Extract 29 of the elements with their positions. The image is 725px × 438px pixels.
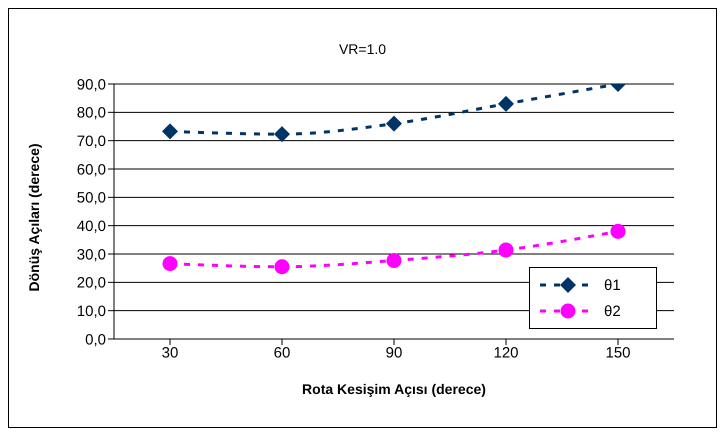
x-tick-label: 60 (274, 344, 290, 362)
y-tick-label: 10,0 (76, 302, 106, 320)
y-tick-label: 80,0 (76, 104, 106, 122)
point (610, 224, 626, 239)
y-axis-title: Dönüş Açıları (derece) (26, 143, 42, 292)
x-axis-title: Rota Kesişim Açısı (derece) (302, 381, 486, 397)
chart-title: VR=1.0 (338, 41, 388, 57)
y-tick-label: 0,0 (85, 331, 106, 348)
x-tick-label: 150 (605, 344, 631, 362)
point (274, 259, 290, 274)
y-tick-label: 50,0 (76, 190, 106, 207)
point (274, 126, 290, 142)
point (498, 242, 514, 258)
y-tick-label: 30,0 (76, 246, 106, 264)
x-tick-label: 90 (386, 344, 402, 362)
y-tick-label: 90,0 (76, 76, 106, 94)
legend-label: θ1 (604, 276, 621, 294)
y-tick-label: 70,0 (76, 132, 106, 150)
point (498, 96, 514, 112)
point (162, 123, 178, 140)
y-tick-label: 60,0 (76, 161, 106, 178)
point (162, 256, 178, 272)
x-tick-label: 120 (493, 344, 519, 362)
y-tick-label: 40,0 (76, 218, 106, 235)
legend-label: θ2 (604, 302, 621, 320)
point (386, 253, 402, 268)
point (386, 116, 402, 132)
y-tick-label: 20,0 (76, 274, 106, 292)
x-tick-label: 30 (162, 344, 178, 362)
